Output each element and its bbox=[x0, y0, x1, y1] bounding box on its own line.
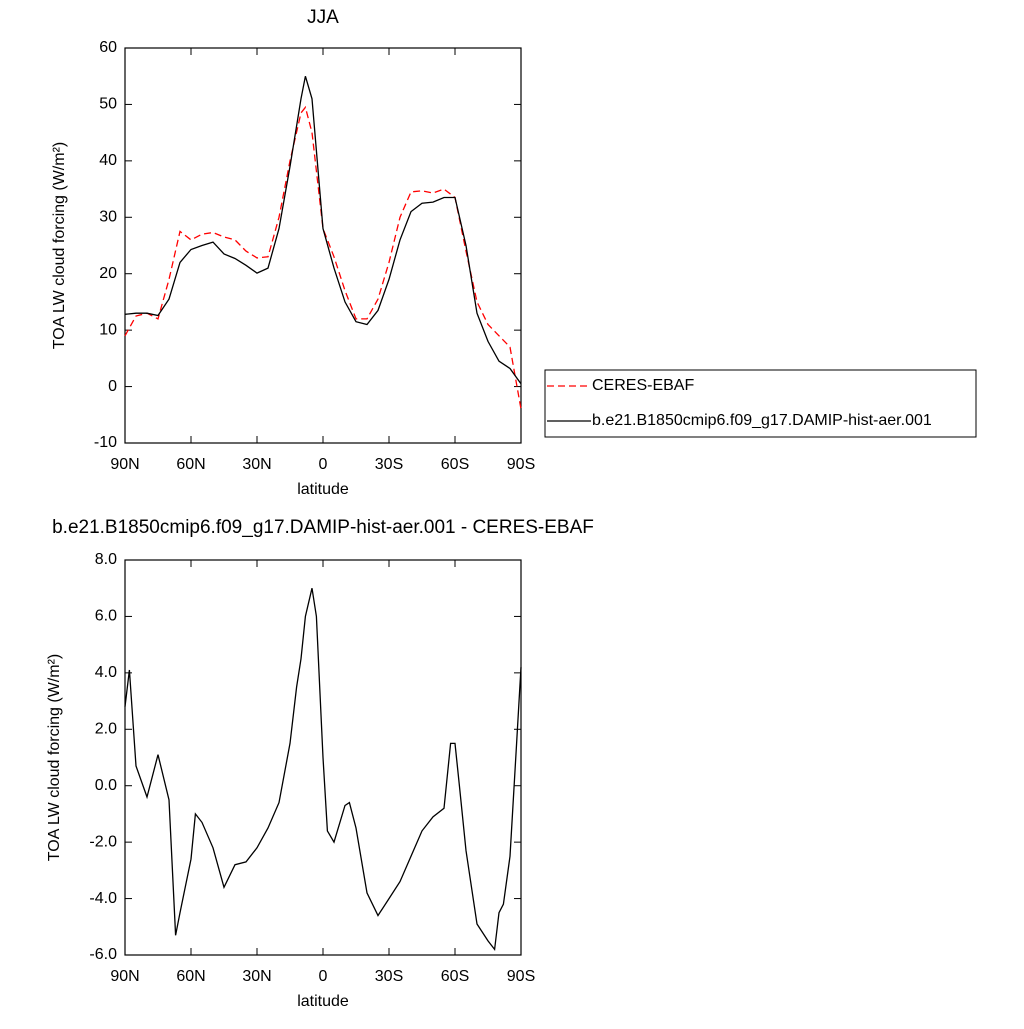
chart-title: JJA bbox=[307, 7, 339, 28]
chart-title: b.e21.B1850cmip6.f09_g17.DAMIP-hist-aer.… bbox=[52, 517, 594, 538]
y-tick-label: 6.0 bbox=[95, 608, 117, 625]
y-tick-label: 40 bbox=[99, 152, 117, 169]
y-tick-label: 0.0 bbox=[95, 777, 117, 794]
x-axis-label: latitude bbox=[297, 993, 349, 1010]
data-line bbox=[124, 105, 522, 410]
x-tick-label: 90N bbox=[110, 456, 139, 473]
legend-box bbox=[544, 369, 977, 438]
y-tick-label: 8.0 bbox=[95, 551, 117, 568]
y-tick-label: 2.0 bbox=[95, 721, 117, 738]
x-tick-label: 90S bbox=[507, 456, 535, 473]
y-axis-label: TOA LW cloud forcing (W/m²) bbox=[46, 654, 63, 861]
x-tick-label: 0 bbox=[319, 968, 328, 985]
y-tick-label: 20 bbox=[99, 265, 117, 282]
x-tick-label: 90S bbox=[507, 968, 535, 985]
x-tick-label: 30N bbox=[242, 456, 271, 473]
x-tick-label: 30S bbox=[375, 456, 403, 473]
x-tick-label: 60S bbox=[441, 968, 469, 985]
x-tick-label: 60N bbox=[176, 968, 205, 985]
y-tick-label: -4.0 bbox=[89, 890, 117, 907]
y-tick-label: 0 bbox=[108, 378, 117, 395]
y-tick-label: -10 bbox=[94, 434, 117, 451]
legend-label: b.e21.B1850cmip6.f09_g17.DAMIP-hist-aer.… bbox=[592, 412, 932, 429]
y-axis-label: TOA LW cloud forcing (W/m²) bbox=[51, 142, 68, 349]
y-tick-label: 4.0 bbox=[95, 664, 117, 681]
x-tick-label: 60S bbox=[441, 456, 469, 473]
plot-frame bbox=[124, 47, 522, 444]
x-tick-label: 60N bbox=[176, 456, 205, 473]
y-tick-label: 60 bbox=[99, 39, 117, 56]
data-line bbox=[124, 76, 522, 385]
legend-label: CERES-EBAF bbox=[592, 377, 694, 394]
x-axis-label: latitude bbox=[297, 481, 349, 498]
y-tick-label: -2.0 bbox=[89, 833, 117, 850]
y-tick-label: 10 bbox=[99, 321, 117, 338]
y-tick-label: 30 bbox=[99, 209, 117, 226]
x-tick-label: 30N bbox=[242, 968, 271, 985]
y-tick-label: -6.0 bbox=[89, 946, 117, 963]
x-tick-label: 30S bbox=[375, 968, 403, 985]
data-line bbox=[124, 588, 522, 952]
x-tick-label: 90N bbox=[110, 968, 139, 985]
x-tick-label: 0 bbox=[319, 456, 328, 473]
y-tick-label: 50 bbox=[99, 96, 117, 113]
